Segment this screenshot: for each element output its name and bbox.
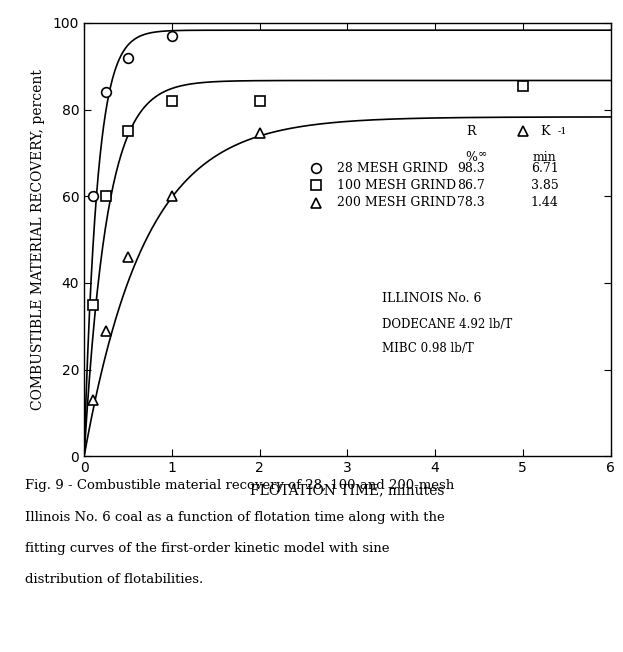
Text: 100 MESH GRIND: 100 MESH GRIND <box>337 179 456 192</box>
Y-axis label: COMBUSTIBLE MATERIAL RECOVERY, percent: COMBUSTIBLE MATERIAL RECOVERY, percent <box>31 69 44 410</box>
Text: min: min <box>533 151 556 164</box>
Text: 200 MESH GRIND: 200 MESH GRIND <box>337 196 456 209</box>
Text: distribution of flotabilities.: distribution of flotabilities. <box>25 573 203 586</box>
Text: K: K <box>540 125 549 138</box>
Text: 78.3: 78.3 <box>457 196 485 209</box>
Text: 1.44: 1.44 <box>531 196 559 209</box>
Text: fitting curves of the first-order kinetic model with sine: fitting curves of the first-order kineti… <box>25 542 389 555</box>
Text: ILLINOIS No. 6: ILLINOIS No. 6 <box>381 291 481 304</box>
Text: -1: -1 <box>558 126 568 136</box>
Text: 86.7: 86.7 <box>457 179 485 192</box>
Text: Illinois No. 6 coal as a function of flotation time along with the: Illinois No. 6 coal as a function of flo… <box>25 511 445 524</box>
Text: Fig. 9 - Combustible material recovery of 28, 100 and 200-mesh: Fig. 9 - Combustible material recovery o… <box>25 479 454 492</box>
X-axis label: FLOTATION TIME, minutes: FLOTATION TIME, minutes <box>250 484 445 497</box>
Text: 28 MESH GRIND: 28 MESH GRIND <box>337 162 448 175</box>
Text: ∞: ∞ <box>477 149 487 158</box>
Text: %: % <box>465 151 477 164</box>
Text: 6.71: 6.71 <box>531 162 559 175</box>
Text: 98.3: 98.3 <box>457 162 485 175</box>
Text: DODECANE 4.92 lb/T: DODECANE 4.92 lb/T <box>381 318 511 331</box>
Text: MIBC 0.98 lb/T: MIBC 0.98 lb/T <box>381 342 473 355</box>
Text: R: R <box>466 125 476 138</box>
Text: 3.85: 3.85 <box>531 179 559 192</box>
